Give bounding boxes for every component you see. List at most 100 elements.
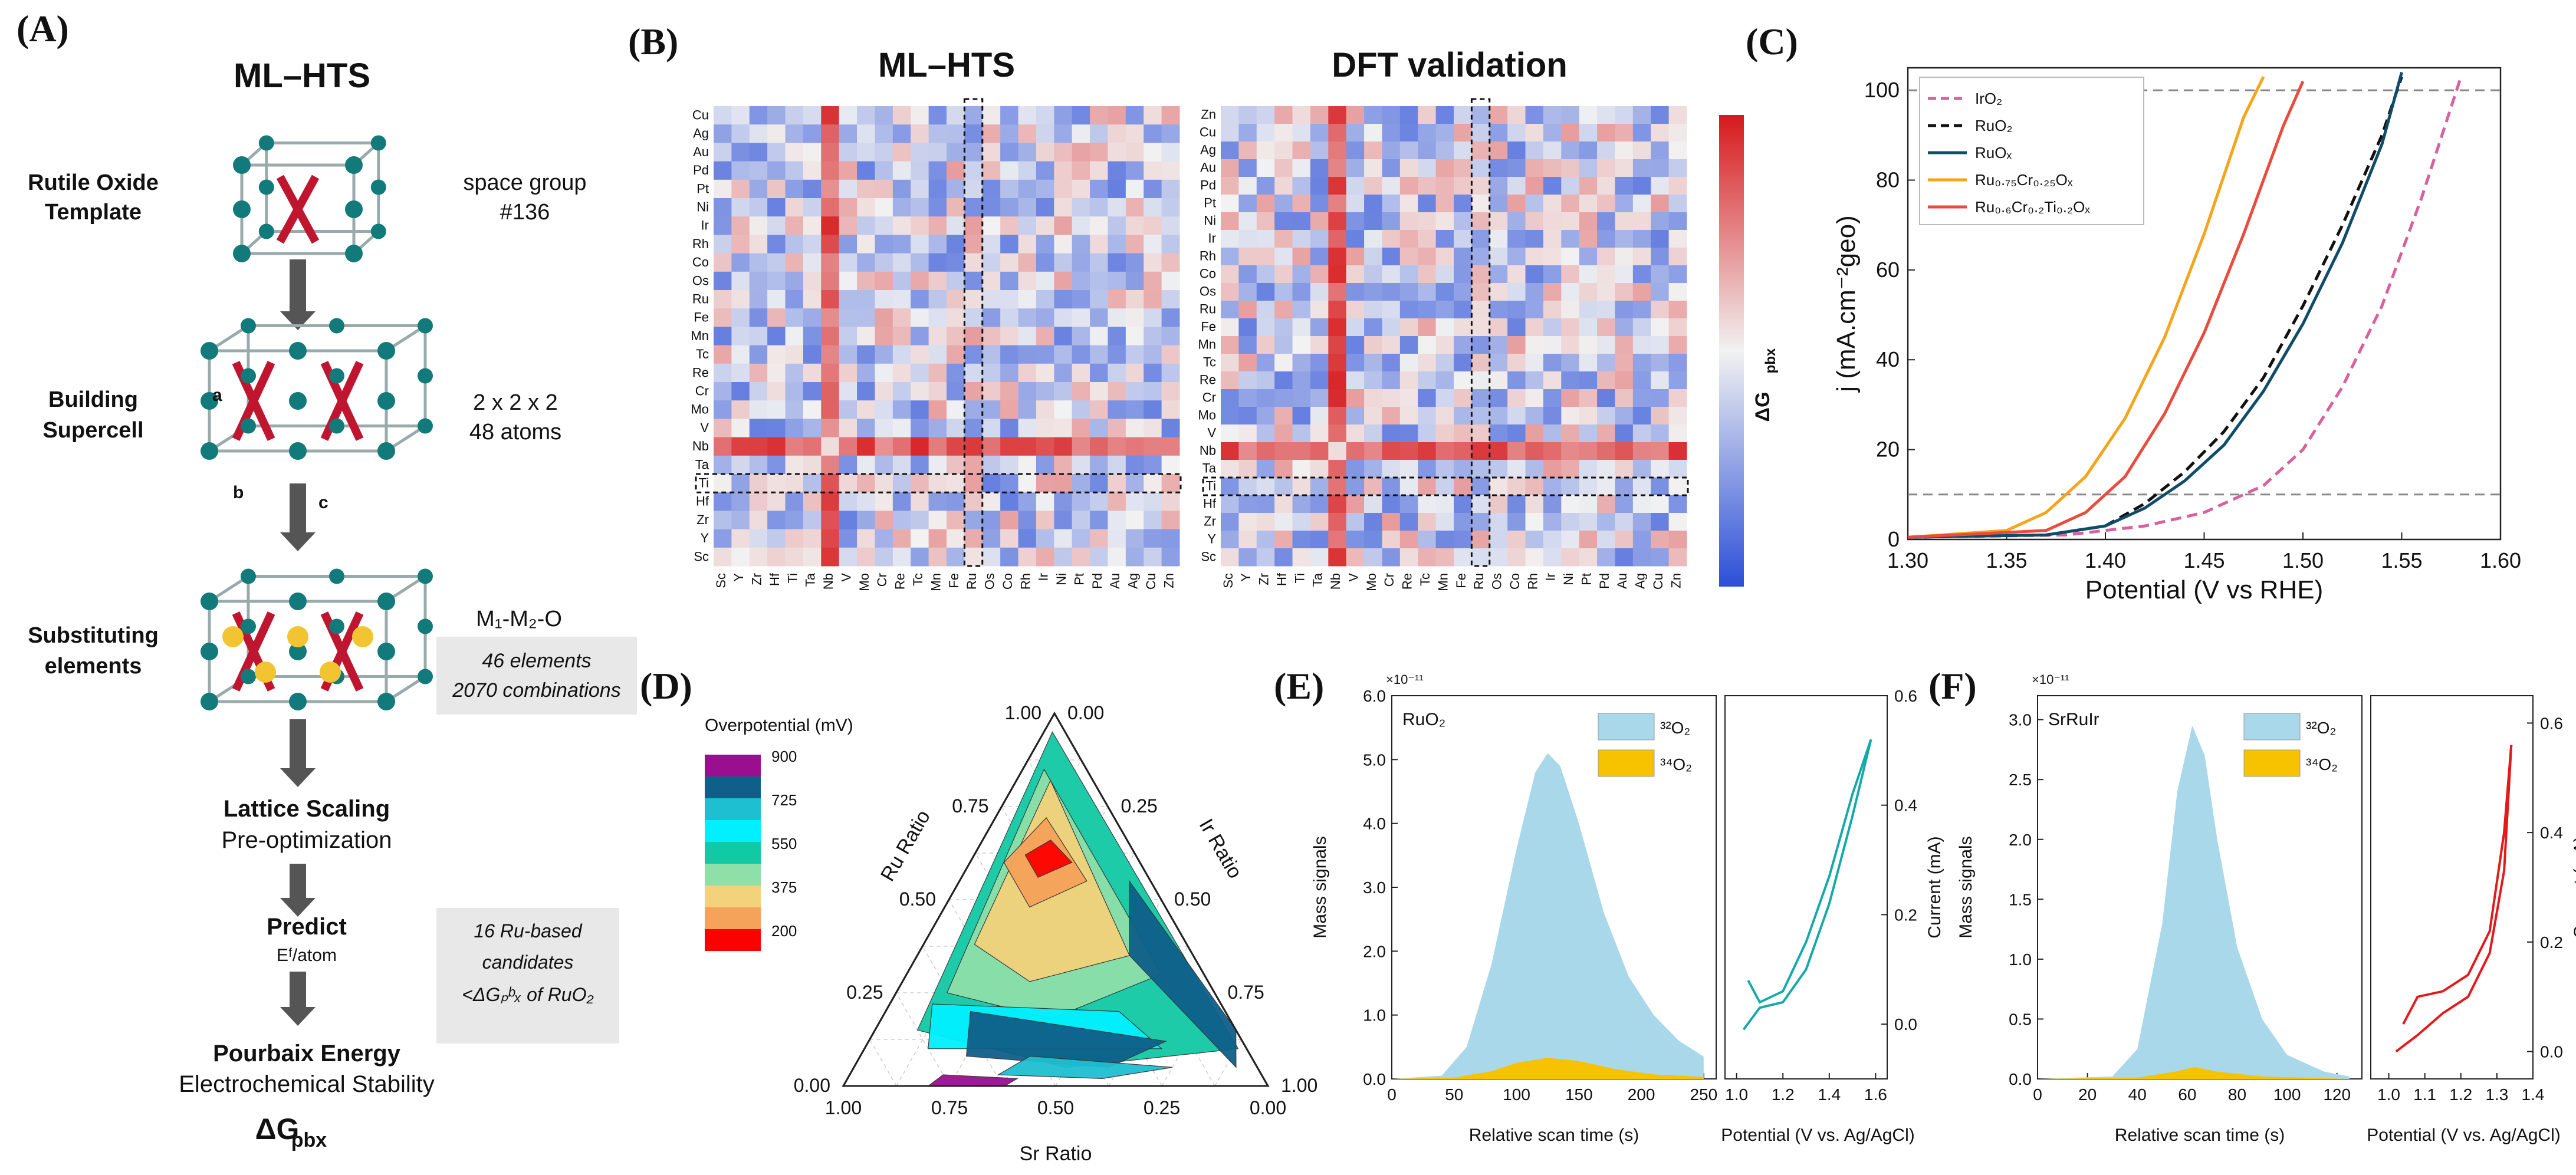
heatmap-cell — [1256, 318, 1275, 337]
heatmap-cell — [1651, 248, 1670, 266]
heatmap-cell — [928, 419, 947, 438]
heatmap-cell — [1144, 327, 1162, 346]
heatmap-col-label: Mo — [857, 573, 872, 591]
heatmap-cell — [1543, 212, 1562, 231]
heatmap-cell — [875, 106, 893, 125]
atom-metal — [418, 618, 433, 634]
heatmap-cell — [1108, 198, 1126, 217]
heatmap-cell — [1632, 354, 1651, 372]
heatmap-cell — [1310, 495, 1329, 514]
heatmap-cell — [1651, 478, 1670, 496]
heatmap-cell — [1292, 531, 1311, 549]
step-note-3c: 2070 combinations — [452, 679, 620, 702]
heatmap-cell — [1615, 442, 1634, 460]
heatmap-cell — [1364, 141, 1382, 160]
heatmap-cell — [1328, 460, 1347, 478]
heatmap-cell — [767, 382, 786, 401]
heatmap-cell — [964, 455, 983, 475]
heatmap-cell — [1399, 424, 1418, 443]
crystal-supercell — [201, 318, 433, 460]
heatmap-cell — [1543, 513, 1562, 531]
heatmap-cell — [731, 492, 750, 511]
heatmap-cell — [1668, 531, 1687, 549]
heatmap-cell — [1274, 442, 1293, 460]
y-exponent: ×10⁻¹¹ — [1386, 672, 1424, 687]
heatmap-cell — [1382, 318, 1401, 337]
heatmap-cell — [1000, 363, 1019, 383]
heatmap-cell — [892, 437, 911, 456]
ru-tick-label: 0.50 — [899, 888, 936, 910]
heatmap-cell — [892, 400, 911, 419]
heatmap-cell — [1036, 363, 1054, 383]
heatmap-cell — [1525, 478, 1544, 496]
heatmap-cell — [1054, 235, 1073, 254]
heatmap-cell — [1579, 106, 1598, 124]
y-axis-label: j (mA.cm⁻²geo) — [1832, 215, 1861, 393]
heatmap-cell — [731, 547, 750, 567]
heatmap-cell — [1072, 271, 1090, 291]
legend-level-label: 375 — [771, 878, 797, 896]
heatmap-cell — [875, 235, 893, 254]
heatmap-cell — [1346, 495, 1365, 514]
heatmap-cell — [1525, 141, 1544, 160]
atom-metal — [289, 693, 307, 710]
heatmap-cell — [1054, 455, 1073, 475]
heatmap-cell — [1615, 195, 1634, 213]
heatmap-cell — [1036, 511, 1054, 530]
heatmap-cell — [1125, 143, 1144, 162]
heatmap-cell — [1418, 248, 1437, 266]
heatmap-cell — [892, 124, 911, 143]
heatmap-cell — [1561, 460, 1580, 478]
heatmap-cell — [964, 529, 983, 548]
heatmap-cell — [1256, 283, 1275, 301]
heatmap-cell — [749, 474, 768, 493]
heatmap-cell — [875, 143, 893, 162]
heatmap-cell — [1615, 424, 1634, 443]
heatmap-cell — [1274, 389, 1293, 407]
heatmap-cell — [1364, 336, 1382, 354]
heatmap-cell — [1256, 389, 1275, 407]
heatmap-cell — [1399, 495, 1418, 514]
heatmap-cell — [1000, 474, 1019, 493]
heatmap-cell — [1292, 177, 1311, 195]
arrow-head — [280, 311, 316, 330]
heatmap-cell — [875, 529, 893, 548]
heatmap-cell — [1579, 548, 1598, 567]
heatmap-cell — [1382, 159, 1401, 177]
heatmap-cell — [1054, 529, 1073, 548]
heatmap-cell — [803, 345, 822, 364]
heatmap-cell — [1418, 318, 1437, 337]
heatmap-cell — [911, 455, 929, 475]
heatmap-row-label: Ru — [1200, 302, 1216, 317]
heatmap-cell — [982, 382, 1001, 401]
heatmap-cell — [1221, 407, 1239, 425]
heatmap-cell — [947, 327, 965, 346]
heatmap-cell — [1561, 389, 1580, 407]
heatmap-cell — [1543, 389, 1562, 407]
heatmap-cell — [1036, 419, 1054, 438]
heatmap-cell — [1579, 212, 1598, 231]
heatmap-cell — [1000, 529, 1019, 548]
heatmap-cell — [875, 216, 893, 235]
heatmap-cell — [1292, 336, 1311, 354]
heatmap-cell — [1256, 159, 1275, 177]
heatmap-cell — [1651, 389, 1670, 407]
heatmap-cell — [1000, 437, 1019, 456]
heatmap-col-label: Cr — [875, 573, 889, 587]
heatmap-cell — [714, 106, 732, 125]
heatmap-cell — [1144, 455, 1162, 475]
heatmap-cell — [1274, 141, 1293, 160]
heatmap-cell — [892, 511, 911, 530]
heatmap-cell — [1256, 495, 1275, 514]
heatmap-cell — [1310, 407, 1329, 425]
heatmap-cell — [964, 308, 983, 327]
heatmap-cell — [1399, 124, 1418, 142]
heatmap-cell — [1108, 253, 1126, 272]
heatmap-row-label: Cu — [692, 107, 709, 122]
heatmap-cell — [1561, 424, 1580, 443]
heatmap-cell — [1018, 455, 1037, 475]
heatmap-cell — [1108, 511, 1126, 530]
heatmap-cell — [1090, 529, 1108, 548]
heatmap-cell — [928, 327, 947, 346]
heatmap-cell — [1418, 177, 1437, 195]
